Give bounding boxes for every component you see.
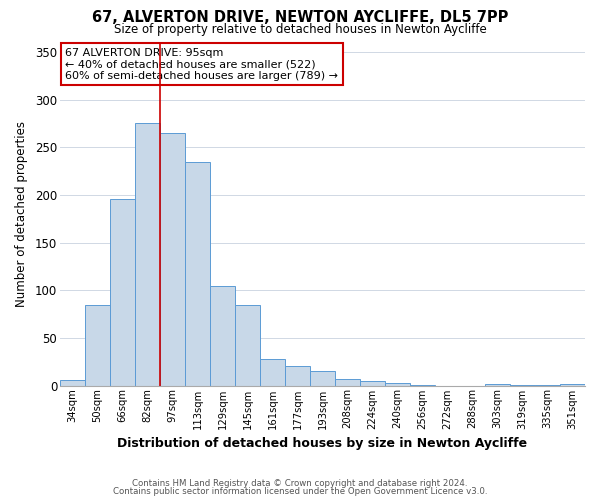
Bar (135, 124, 160, 386)
Bar (210, 286, 235, 386)
Bar (285, 366, 310, 386)
Bar (310, 371, 335, 386)
Bar (260, 359, 285, 386)
Bar (410, 384, 435, 386)
Bar (485, 384, 510, 386)
Bar (510, 384, 535, 386)
Bar (110, 199, 135, 386)
Bar (335, 379, 360, 386)
Text: Size of property relative to detached houses in Newton Aycliffe: Size of property relative to detached ho… (113, 22, 487, 36)
Bar (535, 384, 560, 386)
Bar (385, 382, 410, 386)
Text: Contains HM Land Registry data © Crown copyright and database right 2024.: Contains HM Land Registry data © Crown c… (132, 478, 468, 488)
Y-axis label: Number of detached properties: Number of detached properties (15, 121, 28, 307)
Text: 67 ALVERTON DRIVE: 95sqm
← 40% of detached houses are smaller (522)
60% of semi-: 67 ALVERTON DRIVE: 95sqm ← 40% of detach… (65, 48, 338, 81)
Text: Contains public sector information licensed under the Open Government Licence v3: Contains public sector information licen… (113, 488, 487, 496)
Bar (235, 306, 260, 386)
Bar (85, 306, 110, 386)
Text: 67, ALVERTON DRIVE, NEWTON AYCLIFFE, DL5 7PP: 67, ALVERTON DRIVE, NEWTON AYCLIFFE, DL5… (92, 10, 508, 25)
Bar (60, 380, 85, 386)
Bar (560, 384, 585, 386)
Bar (360, 380, 385, 386)
X-axis label: Distribution of detached houses by size in Newton Aycliffe: Distribution of detached houses by size … (118, 437, 527, 450)
Bar (160, 133, 185, 386)
Bar (185, 162, 210, 386)
